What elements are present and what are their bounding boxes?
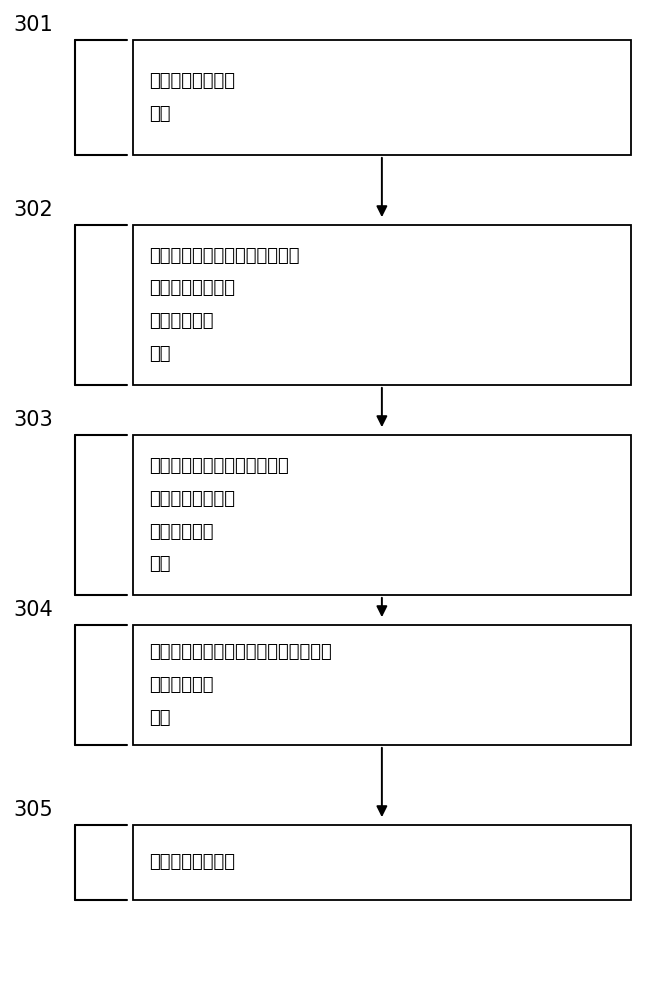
Bar <box>133 40 630 155</box>
Text: 305: 305 <box>13 800 53 820</box>
Bar <box>133 225 630 385</box>
Text: 精子: 精子 <box>150 556 171 574</box>
Text: 303: 303 <box>13 410 53 430</box>
Text: 自动重新聚焦精子: 自动重新聚焦精子 <box>150 854 235 871</box>
Text: 基于坐标变换来在放大倍数切换: 基于坐标变换来在放大倍数切换 <box>150 246 300 264</box>
Text: 301: 301 <box>13 15 53 35</box>
Text: 通过跟踪和定位精子来在高放大倍数下: 通过跟踪和定位精子来在高放大倍数下 <box>150 643 332 661</box>
Text: 倍数: 倍数 <box>150 105 171 123</box>
Text: 放大倍数切换之后: 放大倍数切换之后 <box>150 490 235 508</box>
Text: 之后立即自动定位: 之后立即自动定位 <box>150 279 235 298</box>
Text: 感兴趣的单个: 感兴趣的单个 <box>150 312 214 330</box>
Text: 302: 302 <box>13 200 53 220</box>
Text: 连续自动定位: 连续自动定位 <box>150 676 214 694</box>
Text: 立即自动定位: 立即自动定位 <box>150 522 214 540</box>
Bar <box>133 625 630 745</box>
Bar <box>133 825 630 900</box>
Bar <box>133 435 630 595</box>
Text: 精子: 精子 <box>150 709 171 727</box>
Text: 通过预测和补偿精子运动来在: 通过预测和补偿精子运动来在 <box>150 456 289 475</box>
Text: 精子: 精子 <box>150 345 171 363</box>
Text: 304: 304 <box>13 600 53 620</box>
Text: 自动切换至高放大: 自动切换至高放大 <box>150 72 235 90</box>
